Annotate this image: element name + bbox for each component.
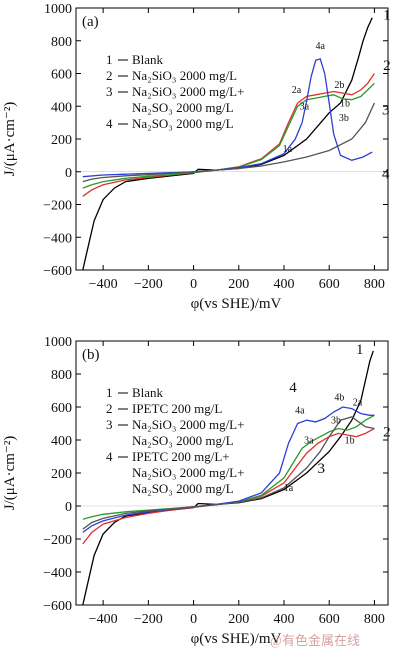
y-tick-label: 400 <box>51 434 72 449</box>
y-tick-label: 600 <box>51 401 72 416</box>
x-axis-label: φ(vs SHE)/mV <box>191 296 282 312</box>
x-tick-label: 600 <box>319 277 340 292</box>
panel-b: −400 −200 0 200 400 600 800 −600 −400 −200 0 200 400… <box>2 335 391 647</box>
legend-entry: IPETC 200 mg/L <box>132 401 222 416</box>
peak-annotation: 2a <box>353 397 363 408</box>
x-tick-label: 0 <box>190 277 197 292</box>
y-tick-label: 0 <box>65 500 72 515</box>
y-tick-label: −600 <box>43 264 72 279</box>
legend-number: 2 <box>106 68 113 83</box>
peak-annotation: 1b <box>340 98 350 109</box>
legend-number: 1 <box>106 385 113 400</box>
x-tick-label: 200 <box>228 277 249 292</box>
y-tick-label: 1000 <box>44 2 72 17</box>
series-line <box>82 73 375 197</box>
legend-number: 4 <box>106 449 113 464</box>
x-tick-label: −400 <box>89 612 118 627</box>
series-line <box>82 414 375 520</box>
peak-annotation: 2a <box>292 85 302 96</box>
series-line <box>82 102 375 183</box>
legend-number: 4 <box>106 116 113 131</box>
curve-number: 1 <box>356 342 364 358</box>
x-tick-label: 800 <box>364 277 385 292</box>
legend-entry: Na₂SiO₃ 2000 mg/L+ <box>132 417 244 432</box>
y-tick-label: −600 <box>43 599 72 614</box>
peak-annotation: 2b <box>334 80 344 91</box>
legend-entry: Blank <box>132 385 164 400</box>
peak-annotation: 1b <box>345 435 355 446</box>
legend-entry: Na₂SO₃ 2000 mg/L <box>132 433 234 448</box>
y-tick-label: 200 <box>51 133 72 148</box>
y-tick-label: −400 <box>43 566 72 581</box>
x-axis-label: φ(vs SHE)/mV <box>191 631 282 647</box>
y-tick-label: 400 <box>51 100 72 115</box>
y-tick-label: −200 <box>43 533 72 548</box>
legend-entry: Blank <box>132 52 164 67</box>
curve-number: 2 <box>383 58 391 74</box>
y-axis-label: J/(μA·cm⁻²) <box>2 102 18 177</box>
peak-annotation: 3b <box>339 113 349 124</box>
x-tick-label: 0 <box>190 612 197 627</box>
curve-number: 1 <box>383 7 391 23</box>
series-line <box>82 57 373 178</box>
panel-label: (b) <box>82 347 100 363</box>
legend-entry: IPETC 200 mg/L+ <box>132 449 230 464</box>
peak-annotation: 4a <box>295 406 305 417</box>
x-tick-label: −200 <box>134 277 163 292</box>
panel-a: −400 −200 0 200 400 600 800 −600 −400 −200 0 200 400… <box>2 2 391 312</box>
x-tick-label: 600 <box>319 612 340 627</box>
peak-annotation: 1a <box>284 483 294 494</box>
legend-number: 1 <box>106 52 113 67</box>
x-tick-label: 400 <box>274 277 295 292</box>
series-line <box>82 82 375 189</box>
y-tick-label: 600 <box>51 68 72 83</box>
curve-number: 4 <box>382 166 390 182</box>
y-tick-label: 800 <box>51 368 72 383</box>
panel-label: (a) <box>82 14 99 30</box>
series-line <box>82 17 373 271</box>
peak-annotation: 3b <box>331 416 341 427</box>
watermark: @有色金属在线 <box>270 633 360 648</box>
legend-entry: Na₂SO₃ 2000 mg/L <box>132 116 234 131</box>
legend-number: 3 <box>106 84 113 99</box>
x-tick-label: 200 <box>228 612 249 627</box>
legend-entry: Na₂SO₃ 2000 mg/L <box>132 481 234 496</box>
peak-annotation: 3a <box>304 435 314 446</box>
peak-annotation: 4a <box>315 41 325 52</box>
x-tick-label: 400 <box>274 612 295 627</box>
y-tick-label: 800 <box>51 35 72 50</box>
x-tick-label: −200 <box>134 612 163 627</box>
legend-entry: Na₂SO₃ 2000 mg/L <box>132 100 234 115</box>
peak-annotation: 4b <box>334 392 344 403</box>
y-tick-label: 0 <box>65 166 72 181</box>
legend-entry: Na₂SiO₃ 2000 mg/L <box>132 68 237 83</box>
y-tick-label: −200 <box>43 199 72 214</box>
curve-number: 4 <box>289 380 297 396</box>
y-tick-label: 200 <box>51 467 72 482</box>
curve-number: 3 <box>318 461 326 477</box>
peak-annotation: 1a <box>283 144 293 155</box>
x-tick-label: −400 <box>89 277 118 292</box>
y-axis-label: J/(μA·cm⁻²) <box>2 436 18 511</box>
peak-annotation: 3a <box>300 102 310 113</box>
legend-entry: Na₂SiO₃ 2000 mg/L+ <box>132 465 244 480</box>
y-tick-label: −400 <box>43 231 72 246</box>
legend-number: 3 <box>106 417 113 432</box>
y-tick-label: 1000 <box>44 335 72 350</box>
curve-number: 3 <box>382 102 390 118</box>
legend-number: 2 <box>106 401 113 416</box>
curve-number: 2 <box>383 425 391 441</box>
x-tick-label: 800 <box>364 612 385 627</box>
series-line <box>82 416 375 530</box>
plot-frame <box>75 7 389 271</box>
legend-entry: Na₂SiO₃ 2000 mg/L+ <box>132 84 244 99</box>
series-line <box>82 406 375 533</box>
series-line <box>82 427 375 545</box>
